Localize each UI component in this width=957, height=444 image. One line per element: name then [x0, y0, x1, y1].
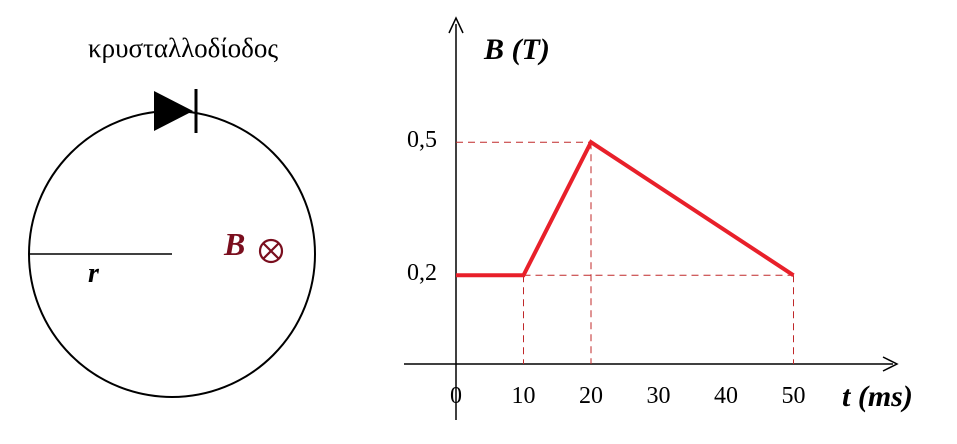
b-vs-t-graph	[404, 16, 899, 420]
y-axis-arrow	[448, 16, 464, 34]
x-tick-label: 40	[714, 383, 738, 409]
into-page-cross-icon	[258, 238, 284, 264]
y-tick-label: 0,2	[407, 260, 437, 287]
y-tick-label: 0,5	[407, 127, 437, 154]
radius-label: r	[88, 258, 99, 289]
x-axis-title: t (ms)	[842, 380, 913, 413]
magnetic-field-label: B	[224, 226, 246, 262]
x-tick-label: 0	[450, 383, 462, 409]
x-tick-label: 30	[646, 383, 671, 409]
circuit-diagram	[28, 89, 316, 398]
diode-triangle	[154, 91, 193, 131]
x-axis-arrow	[882, 356, 899, 372]
series-line	[456, 139, 795, 278]
y-axis-title: B (T)	[484, 33, 550, 66]
x-tick-label: 50	[781, 383, 806, 409]
x-tick-label: 20	[579, 383, 603, 409]
diode-label: κρυσταλλοδίοδος	[88, 33, 279, 63]
x-tick-label: 10	[511, 383, 536, 409]
